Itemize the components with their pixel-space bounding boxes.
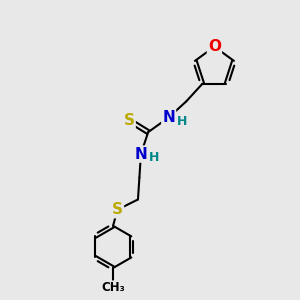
Text: CH₃: CH₃ [101,281,125,294]
Text: N: N [162,110,175,125]
Text: H: H [177,115,187,128]
Text: N: N [134,147,147,162]
Text: O: O [208,39,221,54]
Text: S: S [124,113,135,128]
Text: S: S [112,202,123,217]
Text: H: H [149,152,160,164]
